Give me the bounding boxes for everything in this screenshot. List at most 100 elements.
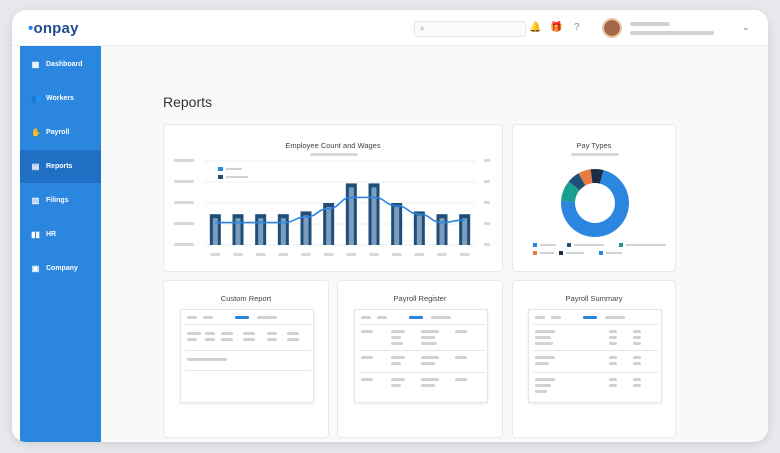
legend-label xyxy=(606,252,622,254)
wages-line xyxy=(215,196,465,224)
employee-count-wages-card[interactable]: Employee Count and Wages xyxy=(163,124,503,272)
legend-label xyxy=(574,244,604,246)
pie-slice xyxy=(568,173,586,191)
x-tick-label xyxy=(255,253,266,256)
y2-tick-label xyxy=(484,222,490,225)
pie-slice xyxy=(561,170,629,237)
x-tick-label xyxy=(233,253,243,256)
bar-highlight xyxy=(235,218,241,245)
custom-report-card[interactable]: Custom Report xyxy=(163,280,329,438)
bar-highlight xyxy=(212,218,218,245)
hr-icon: ▮▮ xyxy=(31,230,40,239)
x-tick-label xyxy=(323,253,334,256)
employee-chart xyxy=(174,159,490,256)
dashboard-icon: ▦ xyxy=(31,60,40,69)
card-title: Payroll Register xyxy=(393,294,447,303)
x-tick-label xyxy=(346,253,357,256)
sidebar-item-company[interactable]: ▣ Company xyxy=(31,264,78,273)
x-tick-label xyxy=(301,253,311,256)
legend-swatch xyxy=(218,167,223,171)
reports-icon: ▤ xyxy=(31,162,40,171)
filings-icon: ▥ xyxy=(31,196,40,205)
legend-label xyxy=(226,168,242,170)
custom-report-thumbnail xyxy=(180,309,314,403)
search-input[interactable]: ⌕ xyxy=(414,21,526,37)
onpay-logo[interactable]: •onpay xyxy=(28,20,79,37)
bar-highlight xyxy=(371,187,377,245)
user-name[interactable] xyxy=(630,22,670,26)
x-tick-label xyxy=(459,253,470,256)
payroll-register-card[interactable]: Payroll Register xyxy=(337,280,503,438)
y-tick-label xyxy=(174,222,194,225)
y-tick-label xyxy=(174,180,194,183)
bar-highlight xyxy=(416,215,422,245)
y-tick-label xyxy=(174,243,194,246)
legend-swatch xyxy=(619,243,623,247)
card-title: Custom Report xyxy=(220,294,272,303)
payroll-summary-thumbnail xyxy=(528,309,662,403)
x-tick-label xyxy=(391,253,402,256)
page-title: Reports xyxy=(163,94,213,110)
pie-slice xyxy=(561,181,580,202)
sidebar-item-filings[interactable]: ▥ Filings xyxy=(31,196,69,205)
legend-label xyxy=(566,252,584,254)
app-window: •onpay ⌕ 🔔 🎁 ? ⌄ ▦ Dashboard 👥 Workers ✋ Pa… xyxy=(12,10,768,442)
legend-swatch xyxy=(559,251,563,255)
y-tick-label xyxy=(174,201,194,204)
pay-types-donut xyxy=(533,169,666,255)
sidebar-item-hr[interactable]: ▮▮ HR xyxy=(31,230,57,239)
legend-swatch xyxy=(533,243,537,247)
card-subtitle-placeholder xyxy=(310,153,358,156)
bar-highlight xyxy=(439,218,445,245)
main-content: Reports Employee Count and Wages Pay Typ… xyxy=(101,46,768,442)
pie-slice xyxy=(578,169,593,186)
sidebar-item-payroll[interactable]: ✋ Payroll xyxy=(31,128,70,137)
bar-highlight xyxy=(462,218,468,245)
company-icon: ▣ xyxy=(31,264,40,273)
bar-highlight xyxy=(280,218,286,245)
bar-highlight xyxy=(326,207,332,245)
card-title: Pay Types xyxy=(576,141,612,150)
chevron-down-icon[interactable]: ⌄ xyxy=(742,22,750,32)
legend-swatch xyxy=(218,175,223,179)
workers-icon: 👥 xyxy=(31,94,41,103)
sidebar: ▦ Dashboard 👥 Workers ✋ Payroll ▤ Reports ▥ F… xyxy=(20,46,101,442)
y-tick-label xyxy=(174,159,194,162)
sidebar-item-workers[interactable]: 👥 Workers xyxy=(31,94,74,103)
search-icon: ⌕ xyxy=(420,24,425,33)
card-subtitle-placeholder xyxy=(571,153,619,156)
payroll-register-thumbnail xyxy=(354,309,488,403)
y2-tick-label xyxy=(484,243,490,246)
bar-highlight xyxy=(348,187,354,245)
bar-highlight xyxy=(394,207,400,245)
payroll-summary-card[interactable]: Payroll Summary xyxy=(512,280,676,438)
legend-label xyxy=(226,176,248,178)
sidebar-item-dashboard[interactable]: ▦ Dashboard xyxy=(31,60,83,69)
payroll-icon: ✋ xyxy=(31,128,41,137)
sidebar-item-reports[interactable]: ▤ Reports xyxy=(20,150,101,183)
user-company[interactable] xyxy=(630,31,714,35)
top-bar: •onpay ⌕ 🔔 🎁 ? ⌄ xyxy=(12,10,768,46)
y2-tick-label xyxy=(484,180,490,183)
y2-tick-label xyxy=(484,159,490,162)
x-tick-label xyxy=(369,253,379,256)
pie-slice xyxy=(590,169,604,184)
avatar[interactable] xyxy=(602,18,622,38)
x-tick-label xyxy=(414,253,425,256)
bar-highlight xyxy=(258,218,264,245)
pay-types-card[interactable]: Pay Types xyxy=(512,124,676,272)
y2-tick-label xyxy=(484,201,490,204)
bar-highlight xyxy=(303,215,309,245)
x-tick-label xyxy=(278,253,289,256)
help-icon[interactable]: ? xyxy=(574,22,580,33)
gift-icon[interactable]: 🎁 xyxy=(550,22,563,33)
legend-swatch xyxy=(533,251,537,255)
legend-swatch xyxy=(599,251,603,255)
card-title: Payroll Summary xyxy=(565,294,623,303)
bell-icon[interactable]: 🔔 xyxy=(529,22,542,33)
legend-label xyxy=(540,252,554,254)
legend-label xyxy=(626,244,666,246)
legend-label xyxy=(540,244,556,246)
card-title: Employee Count and Wages xyxy=(285,141,381,150)
legend-swatch xyxy=(567,243,571,247)
